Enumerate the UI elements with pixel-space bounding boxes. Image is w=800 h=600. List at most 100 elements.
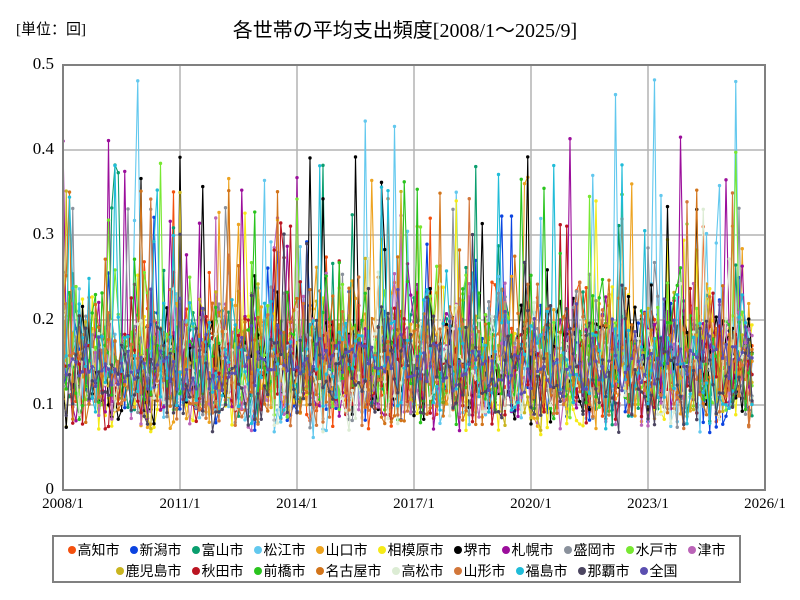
- series-marker: [344, 408, 348, 413]
- series-marker: [191, 322, 195, 326]
- legend-item-福島市[interactable]: 福島市: [515, 564, 568, 578]
- legend-item-松江市[interactable]: 松江市: [253, 543, 306, 557]
- series-marker: [509, 373, 514, 378]
- series-marker: [409, 388, 413, 392]
- series-marker: [591, 294, 595, 298]
- legend-color-swatch: [315, 546, 324, 555]
- series-marker: [425, 242, 429, 246]
- series-marker: [340, 272, 345, 277]
- legend-item-前橋市[interactable]: 前橋市: [253, 564, 306, 578]
- series-marker: [678, 282, 683, 286]
- series-marker: [217, 310, 221, 315]
- series-marker: [376, 270, 380, 274]
- series-marker: [201, 306, 205, 311]
- series-marker: [64, 189, 68, 193]
- series-marker: [568, 415, 572, 420]
- series-marker: [526, 383, 530, 387]
- legend-item-相模原市[interactable]: 相模原市: [377, 543, 444, 557]
- series-marker: [383, 421, 387, 426]
- series-marker: [243, 385, 247, 389]
- series-marker: [210, 390, 215, 394]
- legend-item-山形市[interactable]: 山形市: [453, 564, 506, 578]
- legend-item-津市[interactable]: 津市: [687, 543, 726, 557]
- series-marker: [467, 197, 471, 201]
- series-marker: [581, 315, 585, 319]
- legend-item-盛岡市[interactable]: 盛岡市: [563, 543, 616, 557]
- series-marker: [363, 291, 367, 295]
- series-marker: [67, 190, 72, 194]
- series-marker: [571, 305, 575, 310]
- series-marker: [223, 402, 228, 407]
- series-marker: [444, 322, 449, 327]
- series-marker: [370, 178, 374, 183]
- series-marker: [626, 294, 631, 299]
- series-marker: [594, 298, 598, 303]
- series-marker: [321, 356, 325, 360]
- series-marker: [454, 383, 458, 387]
- legend-item-全国[interactable]: 全国: [639, 564, 678, 578]
- series-marker: [129, 330, 133, 334]
- series-marker: [519, 410, 523, 415]
- series-marker: [311, 435, 315, 440]
- series-marker: [188, 275, 192, 279]
- series-marker: [496, 428, 501, 432]
- series-marker: [123, 169, 127, 174]
- series-marker: [90, 295, 94, 299]
- series-marker: [80, 297, 85, 301]
- legend-item-鹿児島市[interactable]: 鹿児島市: [115, 564, 182, 578]
- series-marker: [321, 163, 325, 168]
- series-marker: [162, 343, 166, 348]
- legend-item-堺市[interactable]: 堺市: [453, 542, 492, 559]
- series-marker: [357, 333, 361, 338]
- series-marker: [493, 349, 497, 354]
- series-marker: [578, 422, 582, 426]
- legend-item-札幌市[interactable]: 札幌市: [501, 543, 554, 557]
- legend-item-秋田市[interactable]: 秋田市: [191, 564, 244, 578]
- legend-item-富山市[interactable]: 富山市: [191, 543, 244, 557]
- series-marker: [77, 417, 81, 422]
- legend-item-新潟市[interactable]: 新潟市: [129, 543, 182, 557]
- series-marker: [214, 410, 218, 414]
- series-marker: [750, 414, 754, 418]
- series-marker: [295, 365, 299, 369]
- legend-item-那覇市[interactable]: 那覇市: [577, 564, 630, 578]
- series-marker: [184, 319, 189, 323]
- series-marker: [415, 411, 419, 416]
- series-marker: [379, 365, 384, 370]
- series-marker: [730, 191, 735, 195]
- series-marker: [480, 410, 484, 414]
- series-marker: [363, 344, 367, 348]
- series-marker: [708, 334, 712, 338]
- series-marker: [217, 419, 221, 423]
- series-marker: [428, 286, 432, 291]
- legend-item-水戸市[interactable]: 水戸市: [625, 543, 678, 557]
- series-marker: [574, 289, 579, 294]
- legend-item-山口市[interactable]: 山口市: [315, 543, 368, 557]
- series-marker: [548, 304, 553, 308]
- series-marker: [428, 216, 432, 220]
- series-marker: [513, 405, 517, 409]
- series-marker: [724, 394, 728, 398]
- series-marker: [110, 417, 114, 421]
- series-marker: [552, 416, 556, 421]
- series-marker: [236, 404, 241, 409]
- series-marker: [327, 389, 332, 394]
- series-marker: [227, 310, 231, 314]
- legend-item-高知市[interactable]: 高知市: [67, 543, 120, 557]
- y-axis-tick-label: 0.1: [32, 394, 54, 413]
- series-marker: [259, 356, 263, 360]
- series-marker: [607, 413, 611, 417]
- series-marker: [308, 426, 312, 430]
- series-marker: [558, 391, 562, 395]
- legend-item-名古屋市[interactable]: 名古屋市: [315, 564, 382, 578]
- legend-item-label: 堺市: [463, 542, 492, 559]
- series-marker: [136, 410, 140, 415]
- series-marker: [620, 283, 624, 287]
- series-marker: [457, 327, 462, 331]
- series-marker: [243, 418, 247, 422]
- series-marker: [178, 155, 182, 159]
- series-marker: [275, 421, 280, 425]
- series-marker: [360, 334, 364, 338]
- legend-item-高松市[interactable]: 高松市: [391, 564, 444, 578]
- series-marker: [659, 401, 663, 405]
